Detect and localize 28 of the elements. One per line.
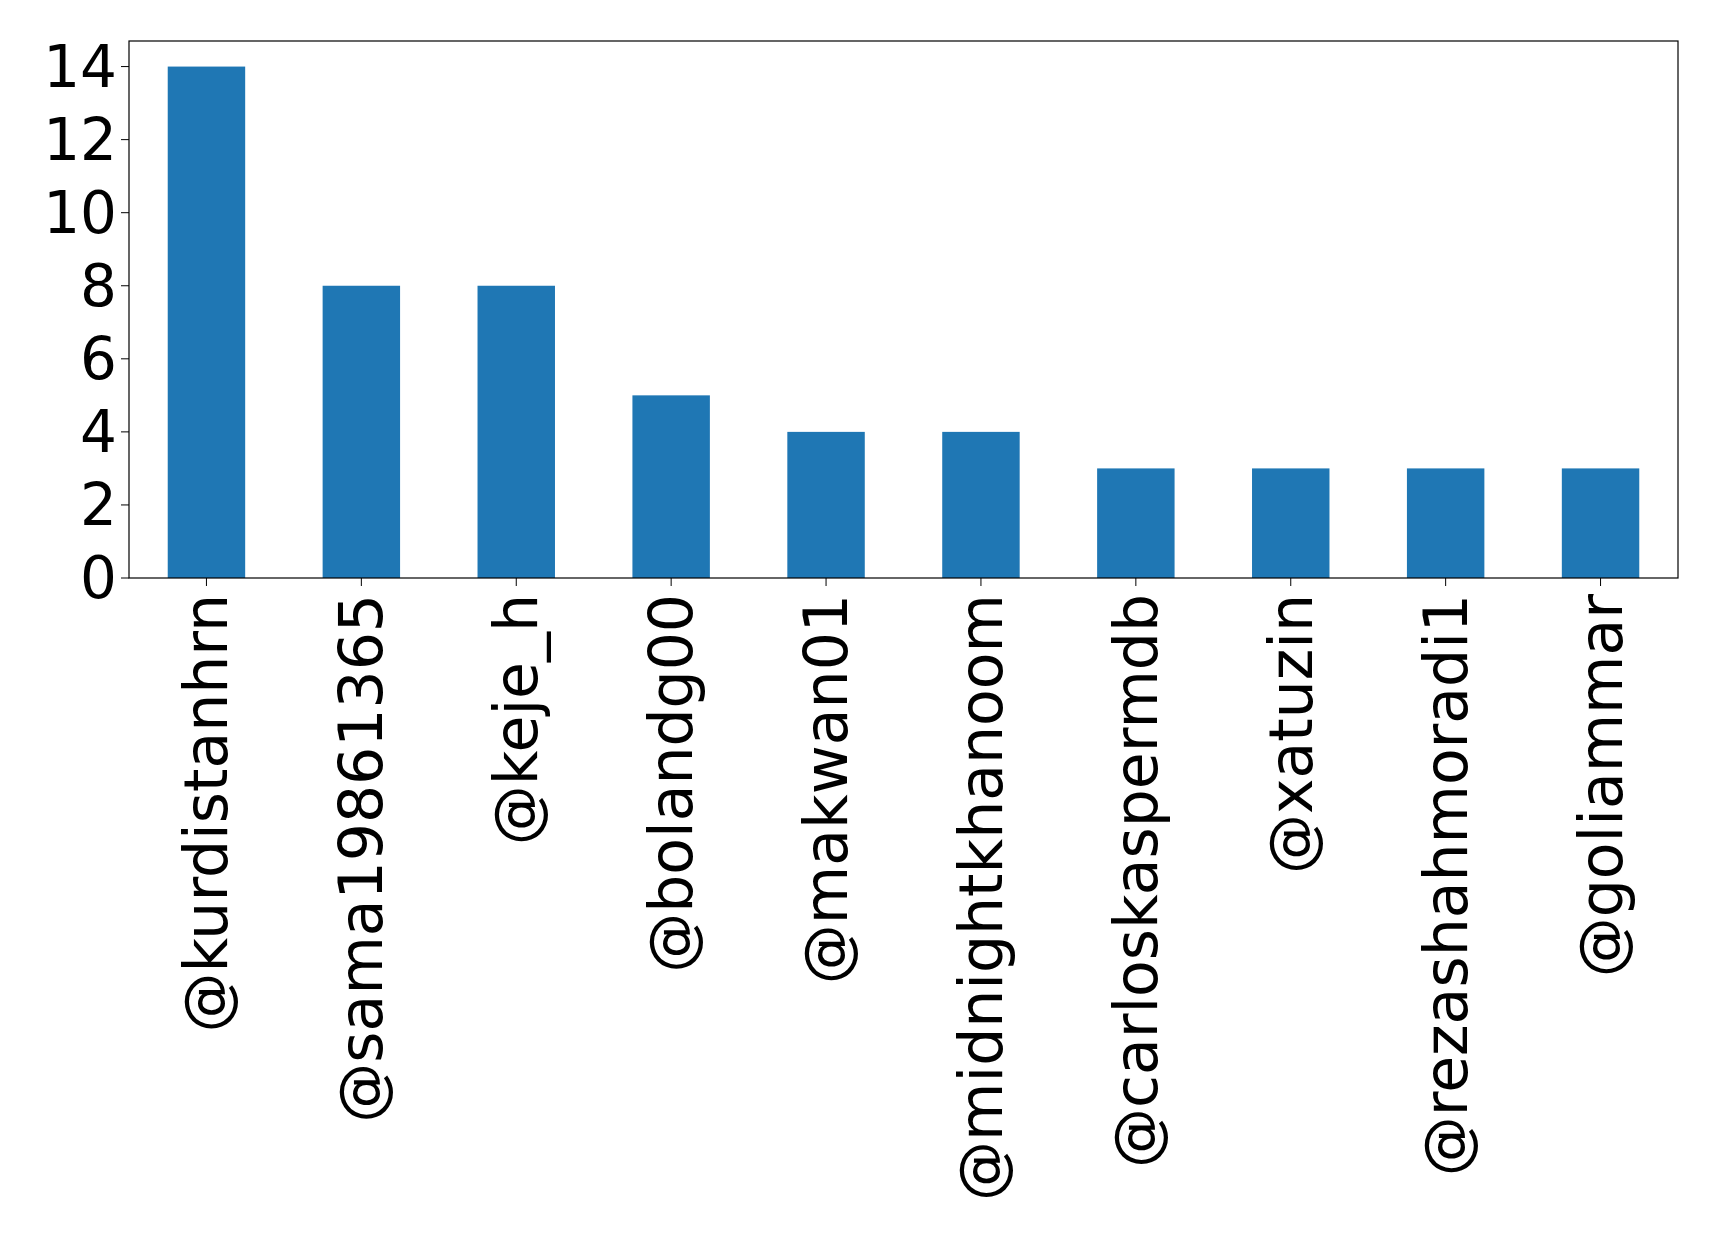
bar xyxy=(1561,468,1640,578)
y-tick-label: 6 xyxy=(80,325,117,394)
x-tick-label: @midnightkhanoom xyxy=(945,594,1016,1201)
x-tick-label: @sama19861365 xyxy=(326,594,397,1123)
x-tick-label: @makwan01 xyxy=(791,594,862,985)
y-tick-label: 0 xyxy=(80,544,117,613)
y-tick-label: 4 xyxy=(80,398,117,467)
bar xyxy=(1097,468,1175,578)
bar xyxy=(167,66,246,578)
y-tick-label: 14 xyxy=(43,32,117,101)
x-tick-label: @keje_h xyxy=(481,594,552,846)
y-tick-label: 12 xyxy=(43,105,117,174)
x-tick-label: @carloskaspermdb xyxy=(1100,594,1171,1169)
bar xyxy=(1252,468,1330,578)
y-tick-label: 2 xyxy=(80,471,117,540)
x-tick-label: @xatuzin xyxy=(1255,594,1326,875)
bar xyxy=(787,431,865,578)
bar xyxy=(632,395,710,578)
bar xyxy=(1406,468,1485,578)
bar xyxy=(322,285,401,578)
x-tick-label: @kurdistanhrn xyxy=(171,594,242,1033)
bar xyxy=(477,285,555,578)
x-tick-label: @rezashahmoradi1 xyxy=(1410,594,1481,1177)
y-tick-label: 10 xyxy=(43,178,117,247)
x-tick-label: @bolandg00 xyxy=(636,594,707,973)
y-tick-label: 8 xyxy=(80,252,117,321)
bar xyxy=(942,431,1020,578)
x-tick-label: @goliammar xyxy=(1565,593,1636,978)
